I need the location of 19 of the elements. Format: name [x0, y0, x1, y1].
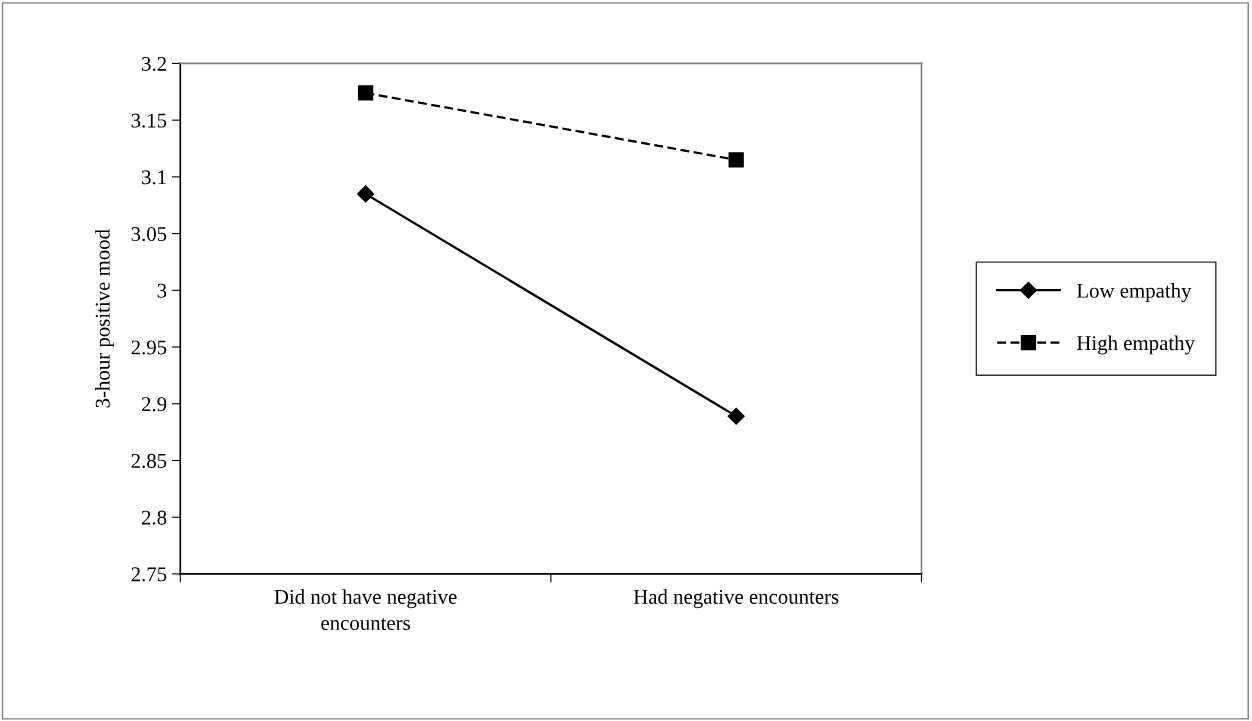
point	[728, 152, 744, 168]
x-tick-label: Had negative encounters	[633, 589, 839, 609]
y-tick-label: 3.05	[131, 226, 167, 242]
y-tick-label: 2.85	[131, 453, 167, 468]
y-tick-label: 2.75	[131, 567, 167, 582]
y-tick-label: 3.1	[142, 170, 166, 185]
legend-label: Low empathy	[1076, 283, 1192, 303]
y-tick-label: 3.15	[131, 113, 167, 128]
legend-label: High empathy	[1076, 335, 1195, 355]
point	[357, 185, 375, 203]
y-tick-label: 2.8	[141, 510, 167, 525]
y-tick-label: 3	[157, 283, 167, 298]
x-tick-label: Did not have negative encounters	[274, 589, 457, 631]
y-tick-label: 3.2	[142, 56, 166, 71]
y-axis-title: 3-hour positive mood	[95, 229, 114, 408]
point	[357, 85, 374, 101]
y-tick-label: 2.9	[141, 397, 167, 412]
point	[727, 407, 745, 425]
y-tick-label: 2.95	[131, 340, 167, 355]
